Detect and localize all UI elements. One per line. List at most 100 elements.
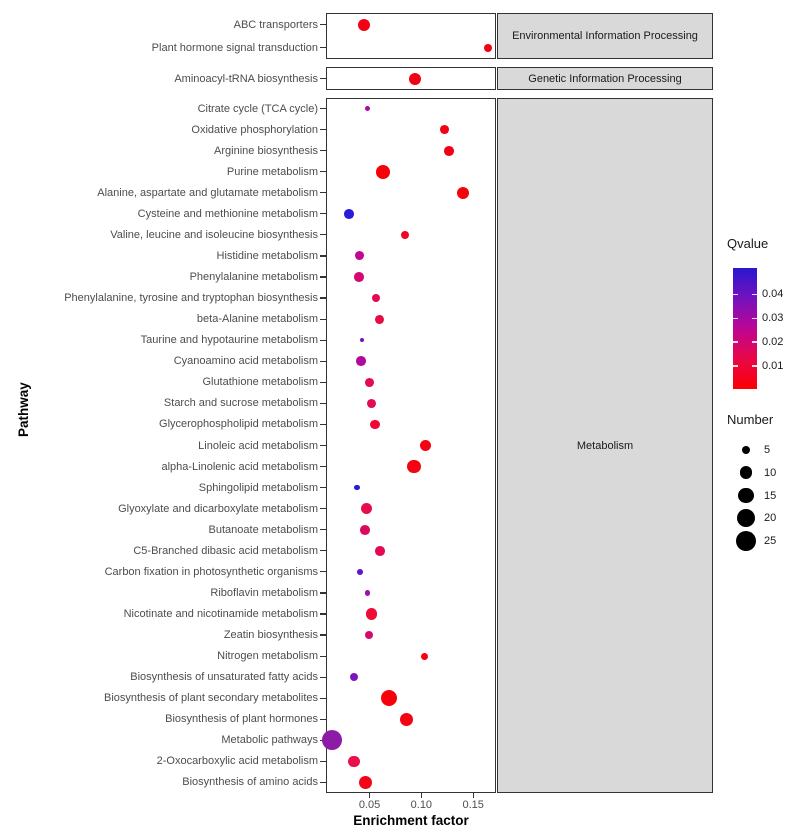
y-axis-tick <box>320 697 326 699</box>
facet-strip: Environmental Information Processing <box>497 13 713 59</box>
data-point <box>364 631 373 640</box>
y-axis-tick <box>320 171 326 173</box>
facet-panel <box>326 98 496 793</box>
facet-strip-label: Environmental Information Processing <box>512 30 698 42</box>
pathway-label: Phenylalanine metabolism <box>189 271 318 283</box>
pathway-label: Taurine and hypotaurine metabolism <box>140 334 318 347</box>
pathway-label: Glycerophospholipid metabolism <box>159 418 318 431</box>
y-axis-tick <box>320 676 326 678</box>
pathway-label: Sphingolipid metabolism <box>198 481 318 494</box>
number-legend-dot <box>736 531 756 552</box>
y-axis-tick <box>320 402 326 404</box>
pathway-label: Biosynthesis of plant secondary metaboli… <box>103 692 318 705</box>
data-point <box>349 673 358 682</box>
y-axis-tick <box>320 381 326 383</box>
number-legend-label: 25 <box>764 535 777 548</box>
pathway-label: Biosynthesis of plant hormones <box>165 713 318 726</box>
y-axis-tick <box>320 444 326 447</box>
number-legend-dot <box>738 487 754 504</box>
data-point <box>375 314 385 324</box>
pathway-label: Nitrogen metabolism <box>217 650 318 663</box>
data-point <box>439 125 449 135</box>
facet-strip: Metabolism <box>497 98 713 793</box>
facet-strip-label: Metabolism <box>576 439 634 452</box>
x-tick-label: 0.10 <box>410 799 433 811</box>
data-point <box>407 459 421 474</box>
data-point <box>444 145 455 156</box>
qvalue-bar-tick <box>733 365 738 367</box>
pathway-label: Aminoacyl-tRNA biosynthesis <box>174 72 318 85</box>
y-axis-tick <box>320 318 326 320</box>
y-axis-tick <box>320 77 326 80</box>
y-axis-tick <box>320 465 326 468</box>
pathway-label: 2-Oxocarboxylic acid metabolism <box>156 755 318 768</box>
qvalue-tick-label: 0.04 <box>762 288 784 301</box>
x-axis-tick <box>420 793 422 798</box>
data-point <box>348 755 360 768</box>
y-axis-tick <box>320 255 326 257</box>
qvalue-bar-tick <box>752 365 757 367</box>
data-point <box>343 208 354 219</box>
pathway-label: Arginine biosynthesis <box>214 144 318 157</box>
pathway-label: Biosynthesis of amino acids <box>182 776 318 789</box>
data-point <box>381 690 398 707</box>
y-axis-tick <box>320 718 326 720</box>
y-axis-tick <box>320 655 326 657</box>
y-axis-tick <box>320 487 326 489</box>
y-axis-tick <box>320 276 326 278</box>
number-legend-dot <box>739 466 753 480</box>
data-point <box>365 377 374 387</box>
data-point <box>360 338 365 343</box>
data-point <box>400 230 409 239</box>
pathway-label: Cyanoamino acid metabolism <box>173 355 318 368</box>
qvalue-legend-title: Qvalue <box>727 236 769 251</box>
y-axis-tick <box>320 192 326 194</box>
y-axis-tick <box>320 234 326 236</box>
number-legend-dot <box>737 509 755 528</box>
pathway-label: Glutathione metabolism <box>202 376 318 389</box>
y-axis-tick <box>320 781 326 784</box>
y-axis-tick <box>320 508 326 510</box>
qvalue-bar-tick <box>752 293 757 295</box>
pathway-label: Phenylalanine, tyrosine and tryptophan b… <box>64 292 318 305</box>
pathway-label: Alanine, aspartate and glutamate metabol… <box>97 186 318 199</box>
qvalue-bar-tick <box>733 293 738 295</box>
pathway-label: Butanoate metabolism <box>208 523 318 536</box>
data-point <box>419 439 432 452</box>
qvalue-bar-tick <box>733 317 738 319</box>
data-point <box>322 730 343 751</box>
pathway-label: C5-Branched dibasic acid metabolism <box>133 544 318 557</box>
qvalue-tick-label: 0.01 <box>762 359 784 372</box>
y-axis-tick <box>320 423 326 426</box>
pathway-label: Metabolic pathways <box>221 734 318 747</box>
y-axis-tick <box>320 339 326 341</box>
data-point <box>371 294 380 303</box>
data-point <box>360 524 371 535</box>
number-legend-label: 20 <box>764 512 777 525</box>
data-point <box>456 186 469 199</box>
data-point <box>421 652 428 660</box>
data-point <box>365 608 378 620</box>
pathway-label: alpha-Linolenic acid metabolism <box>161 460 318 473</box>
y-axis-tick <box>320 634 326 636</box>
pathway-label: Valine, leucine and isoleucine biosynthe… <box>110 228 318 241</box>
y-axis-tick <box>320 23 326 26</box>
y-axis-tick <box>320 213 326 215</box>
y-axis-tick <box>320 571 326 573</box>
pathway-label: Starch and sucrose metabolism <box>163 397 318 410</box>
data-point <box>367 398 377 408</box>
data-point <box>358 775 373 790</box>
data-point <box>364 105 371 112</box>
pathway-label: beta-Alanine metabolism <box>196 313 318 326</box>
pathway-label: Plant hormone signal transduction <box>151 41 318 54</box>
number-legend-title: Number <box>727 412 774 427</box>
qvalue-bar-tick <box>733 341 738 343</box>
data-point <box>358 18 371 31</box>
facet-strip-label: Genetic Information Processing <box>528 72 682 85</box>
qvalue-bar-tick <box>752 317 757 319</box>
qvalue-gradient-bar <box>733 268 757 389</box>
x-axis-tick <box>368 793 371 798</box>
x-axis-title: Enrichment factor <box>353 813 469 828</box>
data-point <box>354 272 365 282</box>
